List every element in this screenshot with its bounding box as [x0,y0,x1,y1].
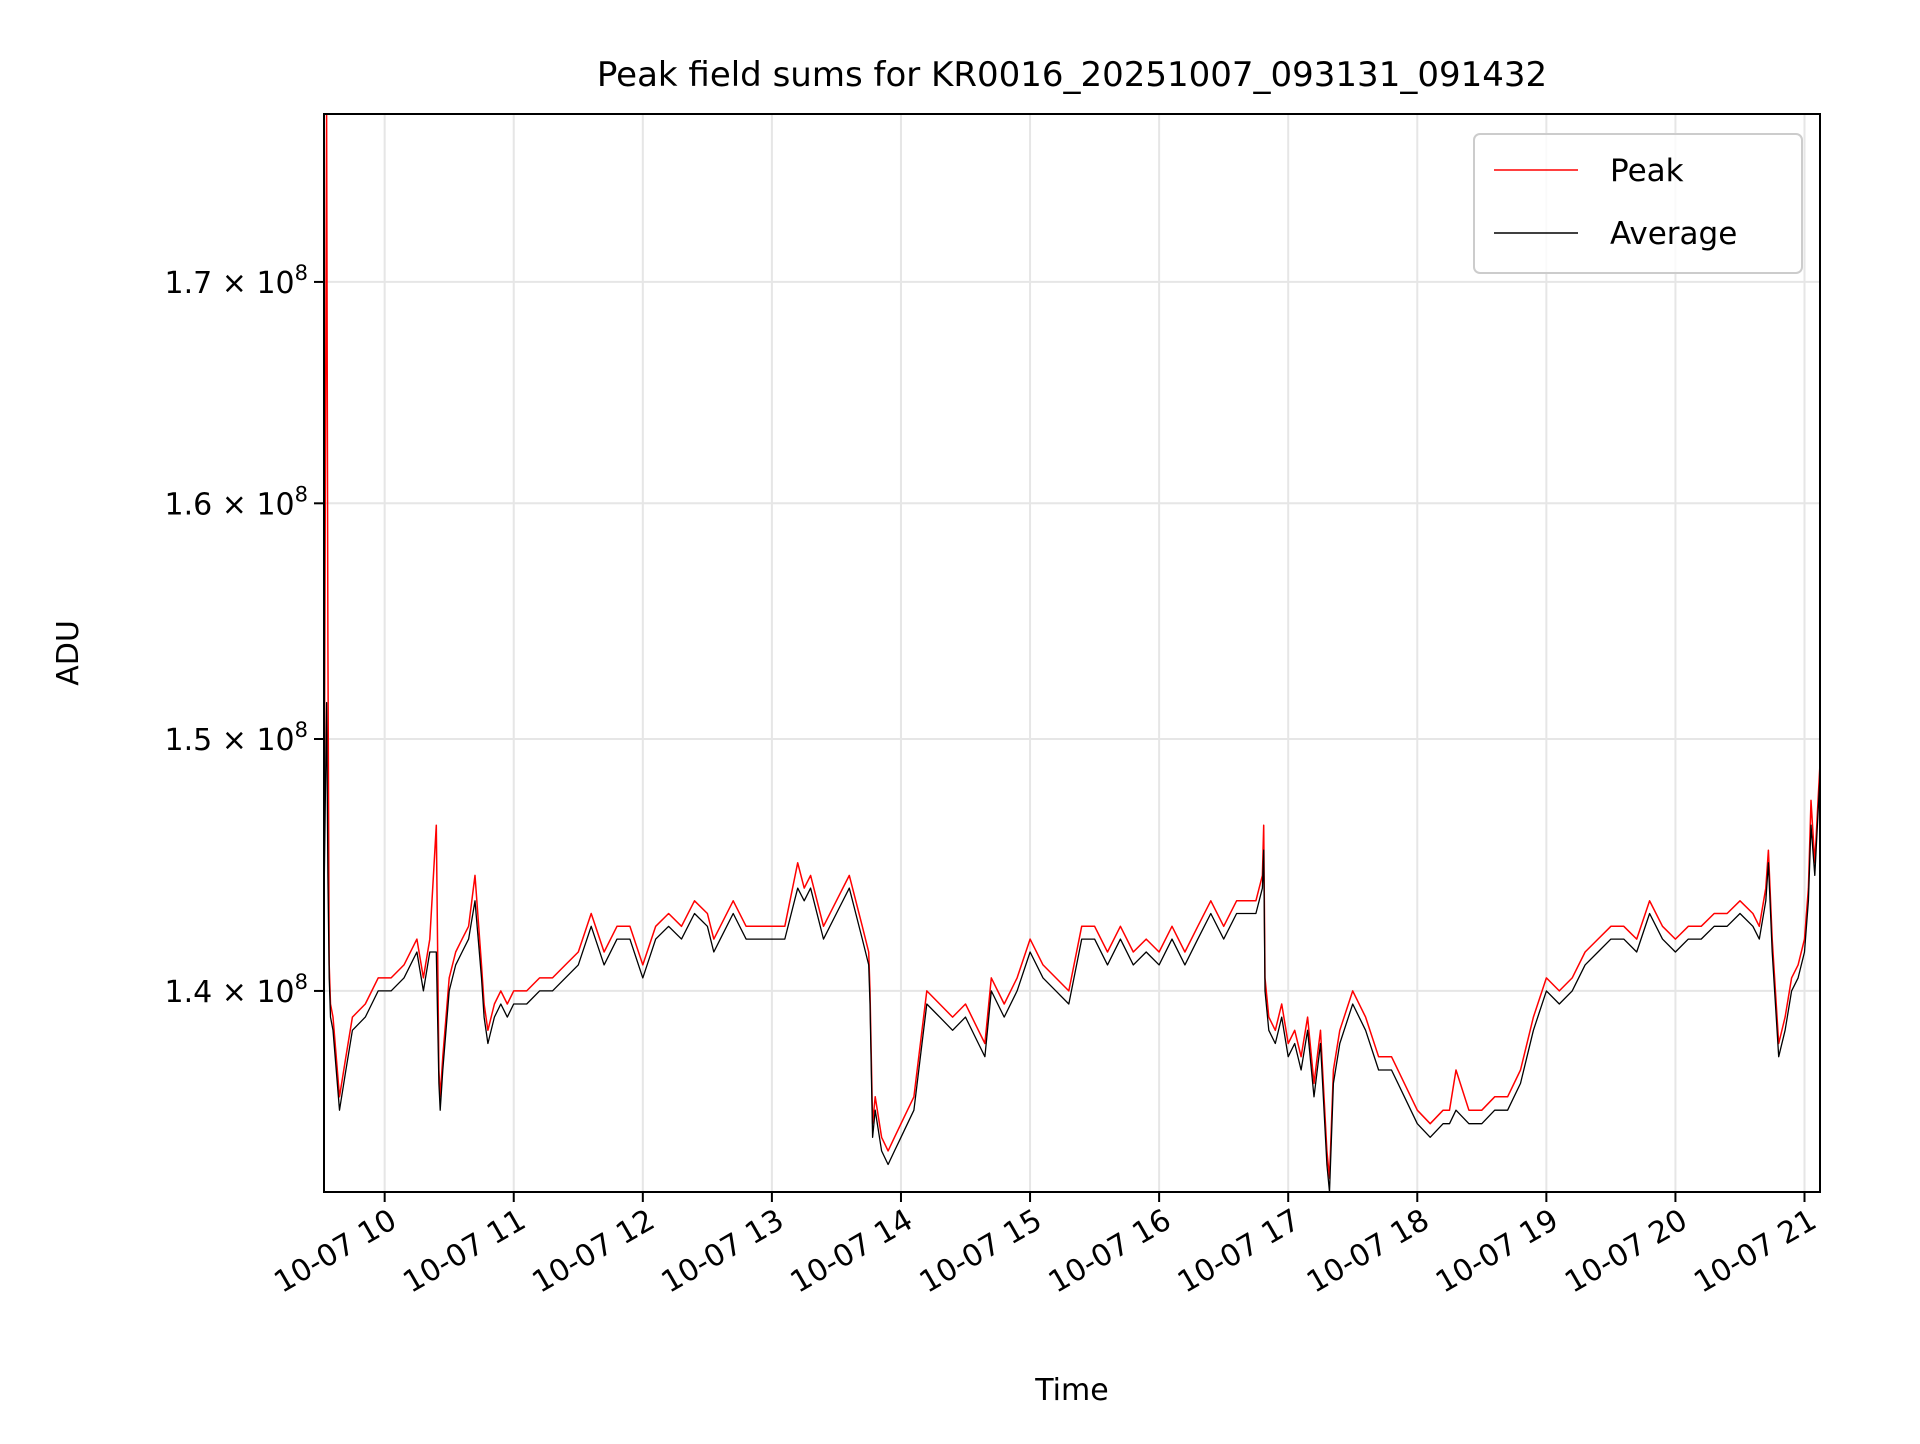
legend-label-peak: Peak [1610,153,1684,189]
legend-label-average: Average [1610,216,1737,252]
series-line-peak [324,114,1820,1179]
y-tick-label: 1.4 × 108 [165,970,308,1010]
series-line-average [324,702,1820,1192]
legend-box [1473,133,1803,274]
plot-frame [323,113,1821,1193]
y-axis-label: ADU [51,620,86,686]
chart-title: Peak field sums for KR0016_20251007_0931… [597,55,1547,95]
y-tick-label: 1.5 × 108 [165,718,308,758]
legend: Peak Average [1473,133,1803,274]
y-tick-label: 1.6 × 108 [165,482,308,522]
x-axis-label: Time [1034,1373,1108,1408]
y-tick-label: 1.7 × 108 [165,261,308,301]
grid [324,114,1820,1192]
series-lines [324,114,1820,1192]
y-axis-ticks: 1.4 × 108 1.5 × 108 1.6 × 108 1.7 × 108 [165,261,324,1010]
